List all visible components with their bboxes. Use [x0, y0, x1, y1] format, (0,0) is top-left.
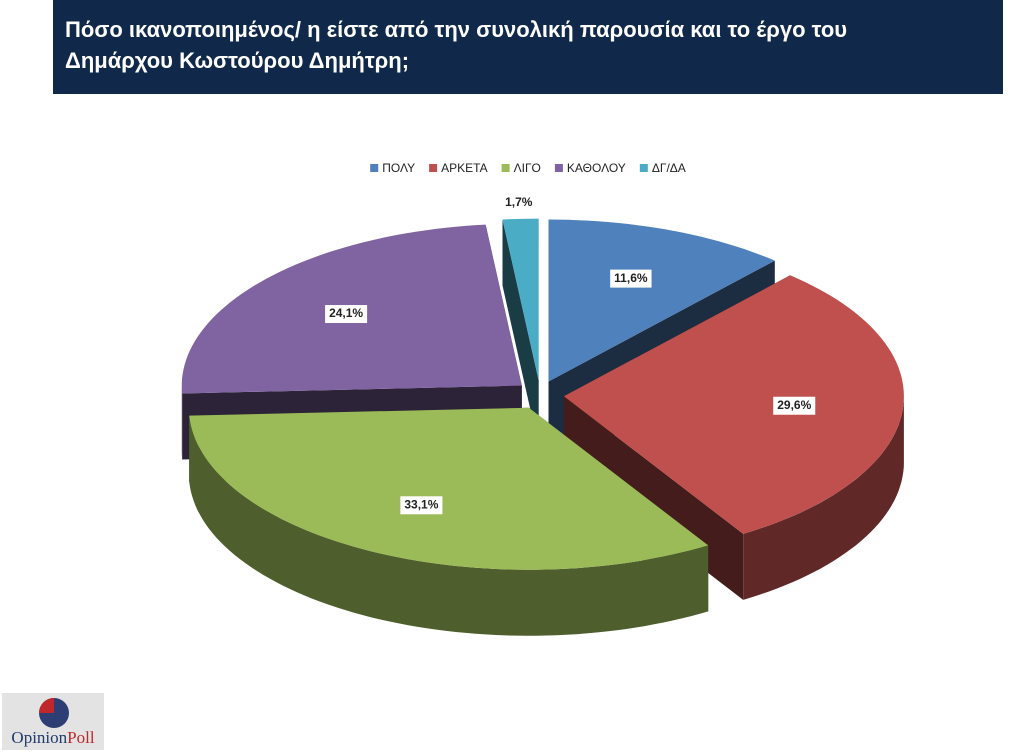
slice-side [502, 219, 539, 447]
legend-label: ΔΓ/ΔΑ [652, 161, 686, 175]
legend: ΠΟΛΥ ΑΡΚΕΤΑ ΛΙΓΟ ΚΑΘΟΛΟΥ ΔΓ/ΔΑ [370, 161, 686, 175]
logo-wedge [39, 698, 54, 713]
legend-label: ΛΙΓΟ [514, 161, 541, 175]
logo-word: Opinion [11, 728, 68, 747]
legend-swatch [554, 164, 563, 172]
slice-rim [189, 415, 709, 636]
data-label: 1,7% [505, 195, 533, 209]
data-label-box [773, 396, 816, 415]
data-label-box [610, 269, 652, 288]
data-label-box [325, 305, 368, 324]
legend-label: ΑΡΚΕΤΑ [441, 161, 487, 175]
legend-swatch [639, 164, 648, 172]
logo: OpinionPoll [2, 693, 104, 750]
logo-word: Poll [67, 728, 95, 747]
header: Πόσο ικανοποιημένος/ η είστε από την συν… [53, 0, 1003, 94]
data-label-text: 11,6% [614, 271, 648, 285]
legend-swatch [501, 164, 510, 172]
slice [548, 219, 775, 382]
chart-title: Πόσο ικανοποιημένος/ η είστε από την συν… [65, 17, 848, 73]
legend-label: ΠΟΛΥ [382, 161, 415, 175]
data-label: 33,1% [400, 496, 443, 515]
logo-text: OpinionPoll [2, 728, 104, 748]
slice [502, 218, 539, 381]
slice [189, 407, 709, 570]
legend-swatch [429, 164, 438, 172]
data-label-text: 33,1% [404, 497, 438, 511]
slice [563, 275, 904, 534]
data-label: 11,6% [610, 269, 652, 288]
data-label: 29,6% [773, 396, 816, 415]
slice-rim [743, 396, 904, 600]
data-label-text: 24,1% [329, 306, 363, 320]
logo-icon [39, 698, 69, 728]
data-label-text: 29,6% [777, 398, 811, 412]
legend-swatch [370, 164, 379, 172]
data-label: 24,1% [325, 305, 368, 324]
data-label-text: 1,7% [505, 195, 533, 209]
data-label-box [400, 496, 443, 515]
legend-label: ΚΑΘΟΛΟΥ [567, 161, 626, 175]
